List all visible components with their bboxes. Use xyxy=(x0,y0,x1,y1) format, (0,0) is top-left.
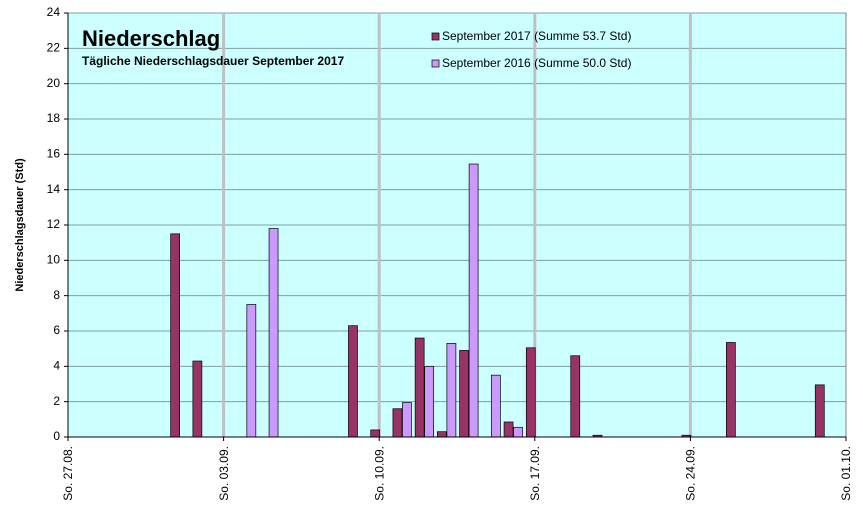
chart-subtitle: Tägliche Niederschlagsdauer September 20… xyxy=(82,54,344,68)
bar xyxy=(490,374,501,438)
bar xyxy=(503,421,514,438)
bar xyxy=(570,355,581,438)
y-tick-label: 14 xyxy=(47,182,61,196)
y-tick-label: 10 xyxy=(47,253,61,267)
bar xyxy=(446,343,457,438)
x-tick-label: So. 17.09. xyxy=(528,446,542,501)
chart-title: Niederschlag xyxy=(82,26,220,51)
bar xyxy=(468,163,479,438)
y-tick-label: 16 xyxy=(47,147,61,161)
bar xyxy=(726,342,736,438)
y-tick-label: 6 xyxy=(53,323,60,337)
bar xyxy=(402,402,412,438)
y-tick-label: 18 xyxy=(47,111,61,125)
x-tick-label: So. 27.08. xyxy=(61,446,75,501)
bar xyxy=(437,431,447,438)
y-tick-label: 20 xyxy=(47,76,61,90)
y-tick-label: 8 xyxy=(53,288,60,302)
bar xyxy=(525,347,536,438)
y-tick-label: 24 xyxy=(47,5,61,19)
y-tick-label: 2 xyxy=(53,394,60,408)
y-tick-label: 0 xyxy=(53,429,60,443)
bar xyxy=(814,384,825,438)
bar xyxy=(192,360,203,438)
y-tick-label: 12 xyxy=(47,217,61,231)
x-tick-label: So. 10.09. xyxy=(372,446,386,501)
x-tick-label: So. 01.10. xyxy=(839,446,853,501)
bar xyxy=(370,429,381,438)
y-tick-label: 4 xyxy=(53,359,60,373)
bar xyxy=(170,233,180,438)
bar xyxy=(459,350,469,438)
bar xyxy=(424,365,435,438)
bar xyxy=(246,304,257,438)
x-tick-label: So. 24.09. xyxy=(684,446,698,501)
bar xyxy=(392,408,403,438)
y-tick-label: 22 xyxy=(47,41,61,55)
bar xyxy=(414,337,425,438)
legend-swatch xyxy=(431,59,440,68)
bar xyxy=(513,426,523,438)
legend-label: September 2016 (Summe 50.0 Std) xyxy=(442,56,631,70)
y-axis-label: Niederschlagsdauer (Std) xyxy=(14,158,26,292)
x-tick-label: So. 03.09. xyxy=(217,446,231,501)
bar xyxy=(348,325,358,438)
legend-swatch xyxy=(431,32,440,41)
bar xyxy=(268,228,279,438)
legend-label: September 2017 (Summe 53.7 Std) xyxy=(442,29,631,43)
